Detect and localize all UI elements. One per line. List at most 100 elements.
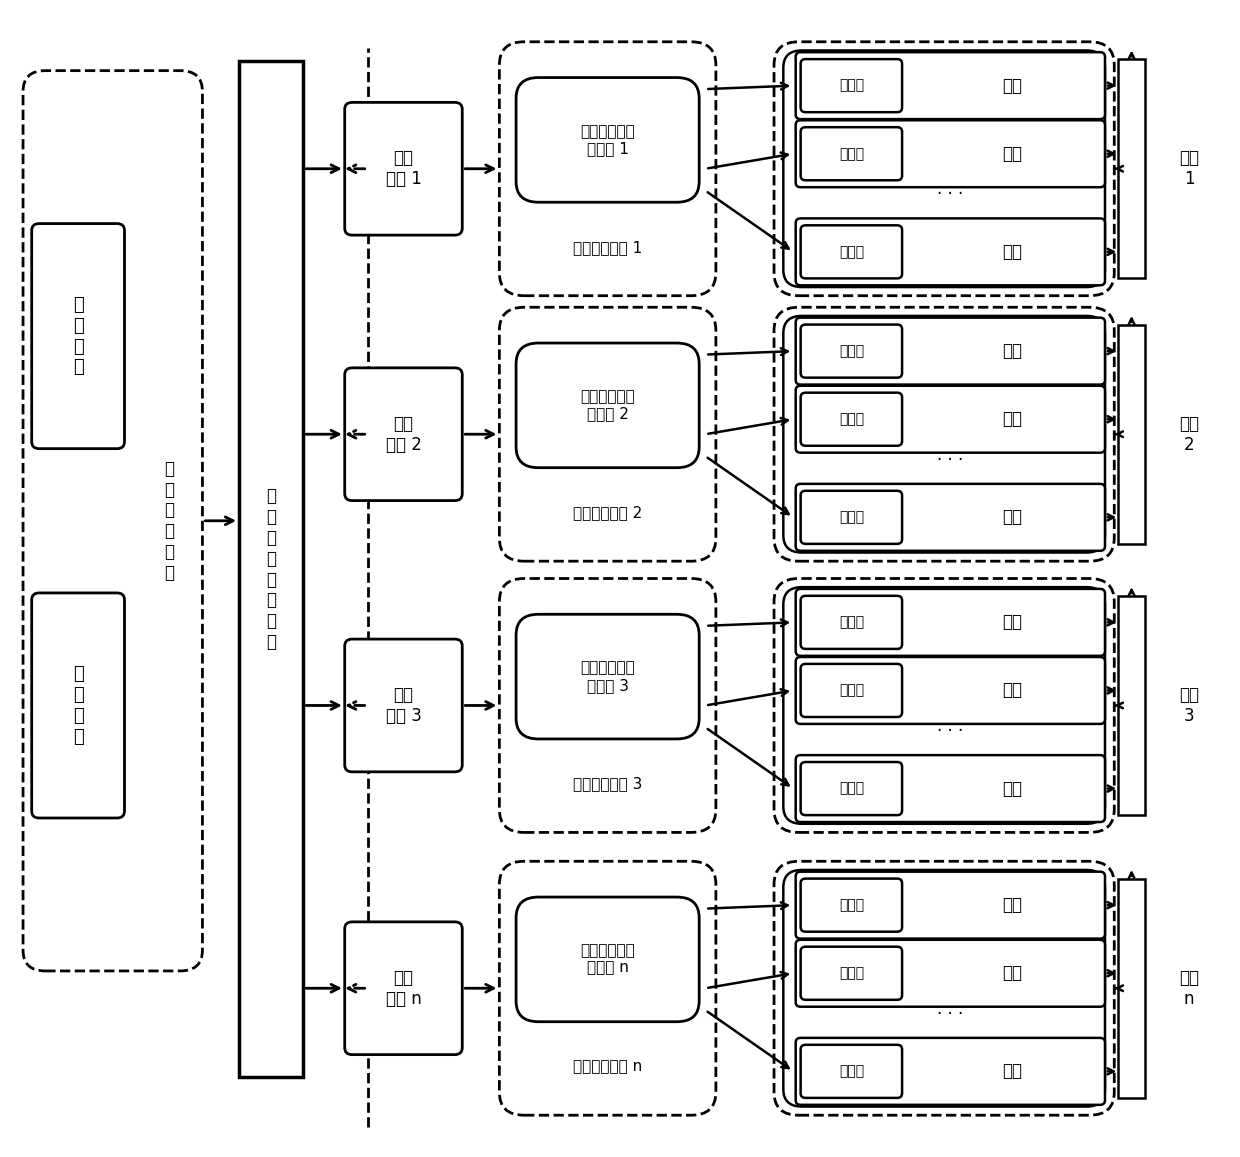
FancyBboxPatch shape: [516, 614, 699, 739]
FancyBboxPatch shape: [784, 51, 1105, 287]
Text: 中
央
集
群
控
制
单
元: 中 央 集 群 控 制 单 元: [267, 487, 277, 651]
FancyBboxPatch shape: [801, 878, 901, 931]
Text: 储液罐: 储液罐: [838, 782, 864, 796]
FancyBboxPatch shape: [796, 1038, 1105, 1105]
Text: · · ·: · · ·: [937, 450, 963, 469]
FancyBboxPatch shape: [784, 870, 1105, 1106]
Text: 作
物
长
势: 作 物 长 势: [73, 665, 83, 745]
FancyBboxPatch shape: [32, 592, 124, 818]
Text: 分区
3: 分区 3: [1179, 686, 1199, 725]
FancyBboxPatch shape: [796, 756, 1105, 821]
FancyBboxPatch shape: [796, 219, 1105, 286]
Bar: [1118, 325, 1146, 544]
FancyBboxPatch shape: [774, 308, 1115, 561]
Text: 温室: 温室: [1002, 1062, 1022, 1081]
FancyBboxPatch shape: [500, 308, 715, 561]
FancyBboxPatch shape: [516, 342, 699, 467]
Text: 储液罐: 储液罐: [838, 510, 864, 524]
FancyBboxPatch shape: [801, 127, 901, 180]
FancyBboxPatch shape: [796, 939, 1105, 1007]
Text: 温室: 温室: [1002, 411, 1022, 428]
FancyBboxPatch shape: [801, 946, 901, 1000]
FancyBboxPatch shape: [774, 578, 1115, 832]
FancyBboxPatch shape: [32, 223, 124, 449]
Text: 分区
1: 分区 1: [1179, 149, 1199, 189]
Text: 分区
2: 分区 2: [1179, 415, 1199, 454]
Text: 水腿一体化智
能装备 2: 水腿一体化智 能装备 2: [580, 389, 635, 421]
FancyBboxPatch shape: [784, 587, 1105, 824]
FancyBboxPatch shape: [774, 42, 1115, 296]
FancyBboxPatch shape: [796, 385, 1105, 452]
FancyBboxPatch shape: [801, 762, 901, 816]
Text: 多功能配肖站 1: 多功能配肖站 1: [573, 239, 642, 255]
FancyBboxPatch shape: [796, 318, 1105, 384]
FancyBboxPatch shape: [796, 52, 1105, 119]
Bar: [1118, 59, 1146, 279]
FancyBboxPatch shape: [796, 657, 1105, 724]
Text: 水腿一体化智
能装备 1: 水腿一体化智 能装备 1: [580, 124, 635, 156]
Bar: [1118, 596, 1146, 816]
FancyBboxPatch shape: [796, 484, 1105, 551]
Text: · · ·: · · ·: [937, 722, 963, 739]
FancyBboxPatch shape: [801, 226, 901, 279]
FancyBboxPatch shape: [796, 871, 1105, 938]
Text: 供水
泵站 1: 供水 泵站 1: [386, 149, 422, 189]
FancyBboxPatch shape: [516, 897, 699, 1022]
Text: 储液罐: 储液罐: [838, 684, 864, 698]
Text: 温室: 温室: [1002, 964, 1022, 982]
FancyBboxPatch shape: [774, 861, 1115, 1115]
Text: 温室: 温室: [1002, 780, 1022, 797]
FancyBboxPatch shape: [784, 316, 1105, 553]
FancyBboxPatch shape: [24, 71, 202, 971]
FancyBboxPatch shape: [801, 491, 901, 544]
FancyBboxPatch shape: [500, 42, 715, 296]
Text: 储液罐: 储液罐: [838, 412, 864, 426]
FancyBboxPatch shape: [801, 664, 901, 717]
Text: 温室: 温室: [1002, 243, 1022, 260]
FancyBboxPatch shape: [500, 578, 715, 832]
Text: 水腿一体化智
能装备 n: 水腿一体化智 能装备 n: [580, 943, 635, 975]
Text: 供水
泵站 3: 供水 泵站 3: [386, 686, 422, 725]
Text: 储液罐: 储液罐: [838, 1064, 864, 1078]
FancyBboxPatch shape: [500, 861, 715, 1115]
Text: 温室: 温室: [1002, 76, 1022, 95]
FancyBboxPatch shape: [345, 639, 463, 772]
Text: 环
境
监
测
单
元: 环 境 监 测 单 元: [165, 459, 175, 582]
FancyBboxPatch shape: [801, 325, 901, 377]
FancyBboxPatch shape: [345, 368, 463, 501]
Text: 环
境
因
子: 环 境 因 子: [73, 296, 83, 376]
Text: 温室: 温室: [1002, 508, 1022, 526]
FancyBboxPatch shape: [801, 59, 901, 112]
FancyBboxPatch shape: [345, 922, 463, 1055]
Text: 温室: 温室: [1002, 145, 1022, 163]
FancyBboxPatch shape: [801, 596, 901, 649]
Text: 温室: 温室: [1002, 342, 1022, 360]
Text: 多功能配肖站 3: 多功能配肖站 3: [573, 776, 642, 791]
FancyBboxPatch shape: [796, 120, 1105, 187]
Text: 储液罐: 储液罐: [838, 616, 864, 629]
Text: 温室: 温室: [1002, 681, 1022, 700]
Text: · · ·: · · ·: [937, 185, 963, 204]
Bar: [239, 61, 304, 1077]
Text: 储液罐: 储液罐: [838, 898, 864, 912]
FancyBboxPatch shape: [801, 392, 901, 445]
Text: 温室: 温室: [1002, 613, 1022, 632]
FancyBboxPatch shape: [801, 1045, 901, 1098]
FancyBboxPatch shape: [516, 78, 699, 202]
Text: 温室: 温室: [1002, 897, 1022, 914]
Text: · · ·: · · ·: [937, 1004, 963, 1023]
FancyBboxPatch shape: [345, 102, 463, 235]
Text: 分区
n: 分区 n: [1179, 968, 1199, 1008]
Text: 多功能配肖站 n: 多功能配肖站 n: [573, 1060, 642, 1074]
Text: 多功能配肖站 2: 多功能配肖站 2: [573, 506, 642, 521]
Text: 储液罐: 储液罐: [838, 245, 864, 259]
Bar: [1118, 878, 1146, 1098]
FancyBboxPatch shape: [796, 589, 1105, 656]
Text: 储液罐: 储液罐: [838, 966, 864, 980]
Text: 储液罐: 储液罐: [838, 79, 864, 93]
Text: 供水
泵站 2: 供水 泵站 2: [386, 415, 422, 454]
Text: 储液罐: 储液罐: [838, 147, 864, 161]
Text: 水腿一体化智
能装备 3: 水腿一体化智 能装备 3: [580, 661, 635, 693]
Text: 供水
泵站 n: 供水 泵站 n: [386, 968, 422, 1008]
Text: 储液罐: 储液罐: [838, 344, 864, 359]
